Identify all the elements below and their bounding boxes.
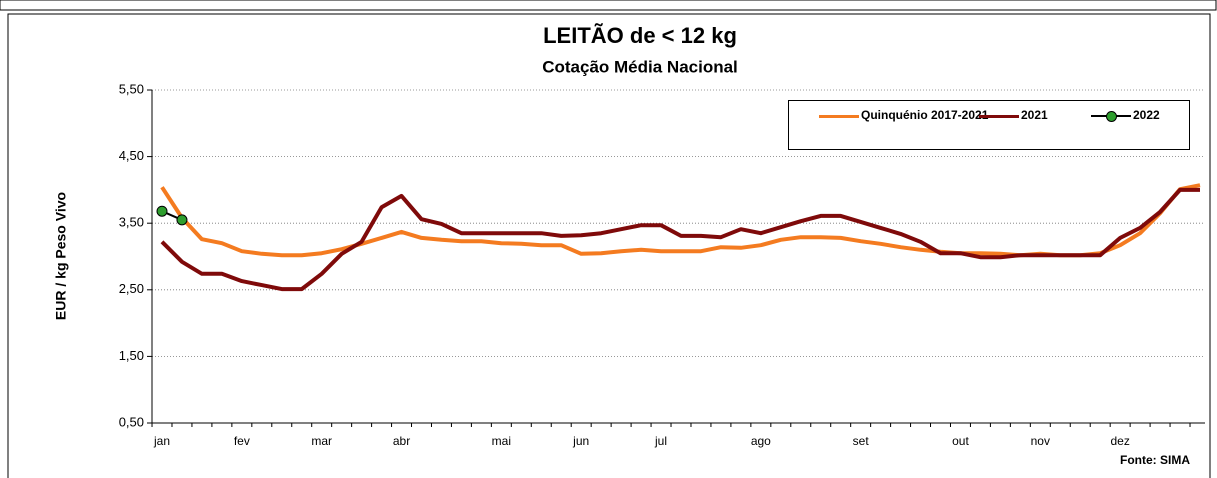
x-tick-label: ago [751,434,771,448]
x-tick-label: mai [492,434,511,448]
y-tick-label: 0,50 [119,414,144,429]
legend-label: 2022 [1133,108,1160,122]
legend-label: 2021 [1021,108,1048,122]
top-band [0,0,1217,11]
y-tick-label: 2,50 [119,281,144,296]
x-tick-label: jul [654,434,667,448]
series-marker [156,205,168,217]
x-tick-label: dez [1110,434,1129,448]
chart-title: LEITÃO de < 12 kg [543,23,737,48]
source: Fonte: SIMA [1120,453,1190,467]
series-line [160,187,1200,292]
legend-label: Quinquénio 2017-2021 [861,108,989,122]
x-tick-label: mar [311,434,332,448]
x-tick-label: set [853,434,870,448]
chart-subtitle: Cotação Média Nacional [542,57,738,76]
x-tick-label: nov [1031,434,1050,448]
legend-marker [1106,111,1117,122]
legend-swatch [979,115,1019,118]
y-tick-label: 4,50 [119,148,144,163]
y-tick-label: 1,50 [119,348,144,363]
x-tick-label: jan [153,434,170,448]
series-marker [176,214,188,226]
chart-frame [7,13,1211,478]
legend-swatch [819,115,859,118]
y-axis-label: EUR / kg Peso Vivo [53,192,69,320]
x-tick-label: jun [572,434,589,448]
y-tick-label: 5,50 [119,81,144,96]
legend-swatch [1091,111,1131,122]
legend: Quinquénio 2017-2021 2021 2022 [788,100,1190,150]
x-tick-label: abr [393,434,410,448]
x-tick-label: out [952,434,969,448]
y-tick-label: 3,50 [119,215,144,230]
x-tick-label: fev [234,434,250,448]
